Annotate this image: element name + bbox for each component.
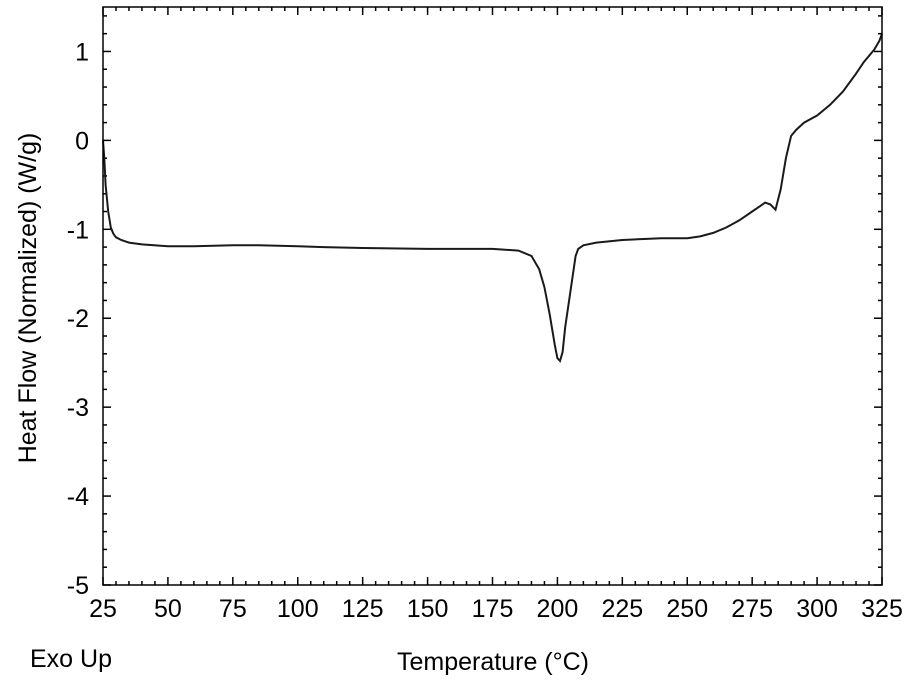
y-tick-label: -3 <box>67 394 89 422</box>
y-axis-title: Heat Flow (Normalized) (W/g) <box>14 133 42 464</box>
x-tick-label: 150 <box>407 595 449 623</box>
exo-up-note: Exo Up <box>30 645 112 673</box>
x-tick-label: 225 <box>601 595 643 623</box>
x-tick-label: 325 <box>861 595 903 623</box>
x-tick-label: 25 <box>89 595 117 623</box>
x-tick-label: 250 <box>666 595 708 623</box>
x-tick-label: 50 <box>154 595 182 623</box>
tick-labels: 25 50 75 100 125 150 175 200 225 250 275 300 325 1 0 -1… <box>67 38 903 623</box>
x-axis-title: Temperature (°C) <box>397 648 589 676</box>
axis-ticks <box>102 7 883 586</box>
x-tick-label: 75 <box>219 595 247 623</box>
y-tick-label: 0 <box>75 127 89 155</box>
y-tick-label: -5 <box>67 572 89 600</box>
x-tick-label: 125 <box>342 595 384 623</box>
x-tick-label: 200 <box>537 595 579 623</box>
x-tick-label: 100 <box>277 595 319 623</box>
x-tick-label: 175 <box>472 595 514 623</box>
y-tick-label: -2 <box>67 305 89 333</box>
y-tick-label: -4 <box>67 483 89 511</box>
plot-frame <box>102 6 883 586</box>
x-tick-label: 300 <box>796 595 838 623</box>
y-tick-label: 1 <box>75 38 89 66</box>
heat-flow-curve <box>102 33 883 363</box>
y-tick-label: -1 <box>67 216 89 244</box>
x-tick-label: 275 <box>731 595 773 623</box>
